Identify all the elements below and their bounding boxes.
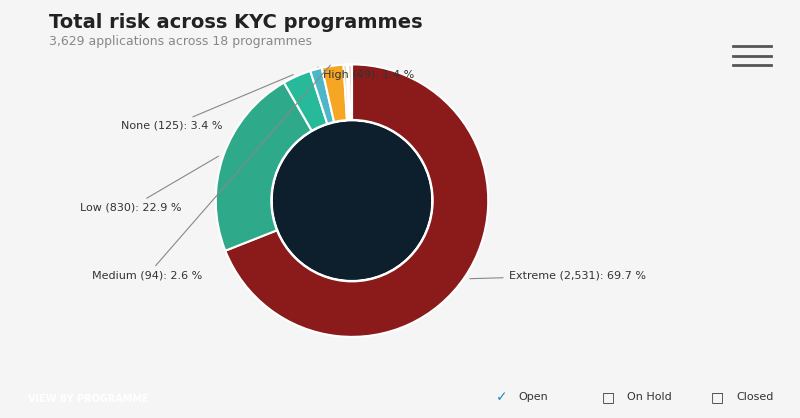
Text: None (125): 3.4 %: None (125): 3.4 % <box>121 75 293 131</box>
Wedge shape <box>343 64 349 122</box>
Wedge shape <box>284 71 328 132</box>
Text: □: □ <box>602 390 614 404</box>
Text: Extreme (2,531): 69.7 %: Extreme (2,531): 69.7 % <box>470 270 646 280</box>
Text: High (49): 1.4 %: High (49): 1.4 % <box>318 67 414 80</box>
Wedge shape <box>346 64 350 122</box>
Wedge shape <box>310 68 334 125</box>
Text: □: □ <box>710 390 723 404</box>
Text: ✓: ✓ <box>496 390 508 404</box>
Text: VIEW BY PROGRAMME: VIEW BY PROGRAMME <box>28 394 148 404</box>
Text: Low (830): 22.9 %: Low (830): 22.9 % <box>80 156 218 212</box>
Text: Total risk across KYC programmes: Total risk across KYC programmes <box>50 13 423 31</box>
Text: Medium (94): 2.6 %: Medium (94): 2.6 % <box>92 65 330 280</box>
Circle shape <box>274 122 430 279</box>
Text: Closed: Closed <box>736 392 774 402</box>
Text: 3,629 applications across 18 programmes: 3,629 applications across 18 programmes <box>50 35 312 48</box>
Circle shape <box>274 122 430 279</box>
Wedge shape <box>349 64 352 122</box>
Wedge shape <box>322 65 347 124</box>
Text: On Hold: On Hold <box>627 392 672 402</box>
Wedge shape <box>216 83 313 251</box>
Wedge shape <box>226 64 488 337</box>
Circle shape <box>271 120 433 282</box>
Text: Open: Open <box>518 392 548 402</box>
